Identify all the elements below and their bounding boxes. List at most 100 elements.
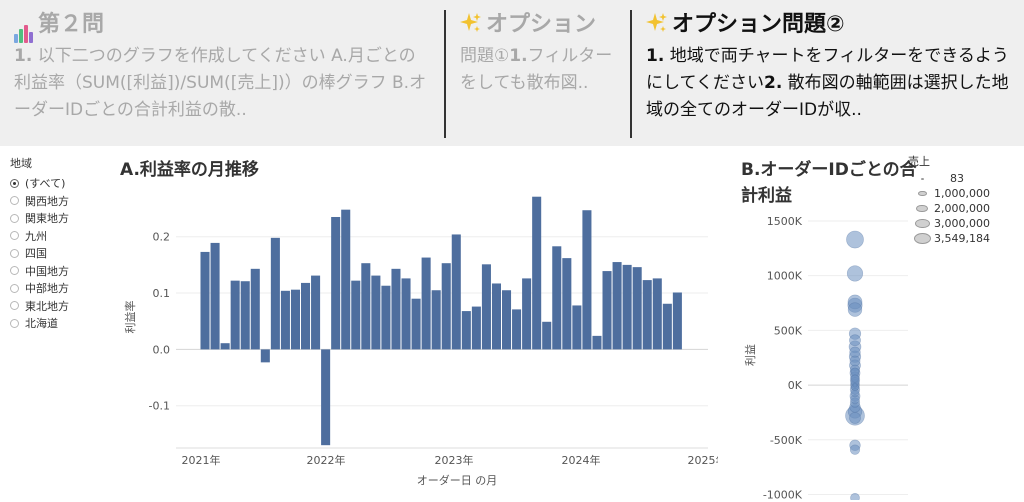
tab-option-1[interactable]: オプション 問題①1.フィルターをしても散布図..: [446, 0, 630, 146]
tab-divider: [630, 10, 632, 138]
legend-item: 3,549,184: [908, 231, 990, 246]
filter-option-label: 四国: [25, 247, 47, 260]
bar: [522, 278, 532, 350]
radio-button[interactable]: [10, 283, 19, 293]
filter-option[interactable]: 四国: [10, 245, 110, 263]
tab-option-2[interactable]: オプション問題② 1. 地域で両チャートをフィルターをできるようにしてください2…: [632, 0, 1024, 146]
radio-button[interactable]: [10, 266, 19, 275]
tab-title: オプション: [460, 10, 616, 43]
legend-label: 83: [950, 172, 964, 185]
filter-title: 地域: [10, 157, 32, 170]
filter-option[interactable]: 東北地方: [10, 298, 110, 316]
bar: [532, 196, 542, 350]
x-axis-label: オーダー日 の月: [417, 473, 498, 487]
bar: [431, 290, 441, 350]
x-tick-label: 2023年: [435, 453, 474, 467]
bar: [582, 210, 592, 350]
bar: [502, 290, 512, 350]
y-tick-label: 1000K: [767, 270, 803, 283]
tab-question-2[interactable]: 第２問 1. 以下二つのグラフを作成してください A.月ごとの利益率（SUM([…: [0, 0, 444, 146]
y-tick-label: 0.2: [153, 231, 171, 244]
radio-button[interactable]: [10, 248, 19, 258]
bar: [451, 234, 461, 350]
caption-text: の棒グラフ B.オーダーIDごとの合計利益の散..: [14, 73, 427, 120]
scatter-point: [846, 230, 864, 249]
bar: [662, 303, 672, 350]
bar: [200, 251, 210, 350]
legend-item: 1,000,000: [908, 186, 990, 201]
filter-option[interactable]: 中国地方: [10, 263, 110, 281]
bar: [562, 258, 572, 350]
caption-number: 1.: [14, 46, 33, 66]
filter-option[interactable]: 北海道: [10, 315, 110, 333]
legend-size-mark: [916, 204, 928, 213]
scatter-point: [849, 444, 861, 455]
bar: [301, 282, 311, 350]
y-tick-label: 0K: [788, 379, 803, 392]
chart-a-bar-chart: -0.1 0.0 0.1 0.2 2021年 2022年 2023年 2024年 2025年オー…: [123, 196, 719, 487]
filter-option-label: 関東地方: [25, 212, 69, 225]
filter-option-label: 北海道: [25, 317, 58, 330]
region-filter: 地域 (すべて) 関西地方関東地方九州四国中国地方中部地方 東北地方北海道: [10, 155, 110, 333]
chart-b-scatter-plot: -1000K -500K 0K 500K 1000K 1500K 利益: [743, 215, 908, 500]
scatter-point: [846, 265, 864, 282]
bar: [622, 264, 632, 350]
y-tick-label: 500K: [774, 324, 803, 337]
filter-option-label: 関西地方: [25, 194, 69, 208]
scatter-point: [847, 302, 863, 317]
radio-button[interactable]: [10, 178, 19, 188]
filter-option[interactable]: 中部地方: [10, 280, 110, 298]
caption-text: 地域で両チャートをフィルターをできるようにしてください: [646, 46, 1009, 93]
bar: [210, 242, 220, 350]
filter-option[interactable]: 関西地方: [10, 193, 110, 211]
filter-option-label: 東北地方: [25, 299, 69, 313]
bar: [371, 275, 381, 350]
x-tick-label: 2025年: [688, 453, 719, 467]
y-tick-label: -1000K: [763, 489, 803, 500]
legend-items: 83 1,000,000 2,000,000 3,000,000 3,549,184: [908, 171, 990, 246]
radio-button[interactable]: [10, 213, 19, 223]
sparkles-icon: [646, 12, 668, 43]
bar: [491, 283, 501, 350]
bar: [331, 216, 341, 350]
bar: [602, 271, 612, 350]
bar: [592, 335, 602, 350]
legend-size-mark: [917, 190, 927, 197]
tab-divider: [444, 10, 446, 138]
radio-button[interactable]: [10, 231, 19, 240]
y-axis-label: 利益率: [123, 301, 137, 334]
filter-option[interactable]: 関東地方: [10, 210, 110, 228]
scatter-point: [849, 334, 861, 347]
tab-title-text: 第２問: [38, 12, 105, 37]
legend-item: 3,000,000: [908, 216, 990, 231]
radio-button[interactable]: [10, 318, 19, 328]
bar: [321, 349, 331, 446]
bar: [512, 309, 522, 350]
tab-caption: 1. 以下二つのグラフを作成してください A.月ごとの利益率（SUM([利益])…: [14, 43, 430, 124]
tab-title-text: オプション: [486, 12, 597, 37]
y-tick-label: 1500K: [767, 215, 803, 228]
bar: [280, 290, 290, 350]
legend-label: 1,000,000: [934, 187, 990, 200]
caption-text: 散布図の軸範囲は選択した地域の全てのオーダーIDが収..: [646, 73, 1009, 120]
caption-text: 以下二つのグラフを作成してください: [32, 46, 326, 66]
filter-option-label: 中国地方: [25, 264, 69, 278]
bar: [572, 305, 582, 350]
caption-number: 1.: [646, 46, 665, 66]
filter-option[interactable]: 九州: [10, 228, 110, 246]
y-tick-label: -0.1: [149, 400, 170, 413]
scatter-point: [850, 374, 860, 383]
bar: [652, 278, 662, 350]
y-tick-label: 0.1: [153, 287, 171, 300]
radio-button[interactable]: [10, 196, 19, 205]
bar: [632, 267, 642, 350]
filter-option[interactable]: (すべて): [10, 175, 110, 193]
bar: [220, 343, 230, 350]
bar: [552, 246, 562, 350]
caption-number: 2.: [763, 73, 783, 93]
x-tick-label: 2021年: [182, 453, 221, 467]
filter-option-label: 九州: [25, 229, 47, 243]
legend-label: 3,000,000: [934, 217, 990, 230]
scatter-point: [849, 412, 861, 424]
radio-button[interactable]: [10, 301, 19, 310]
